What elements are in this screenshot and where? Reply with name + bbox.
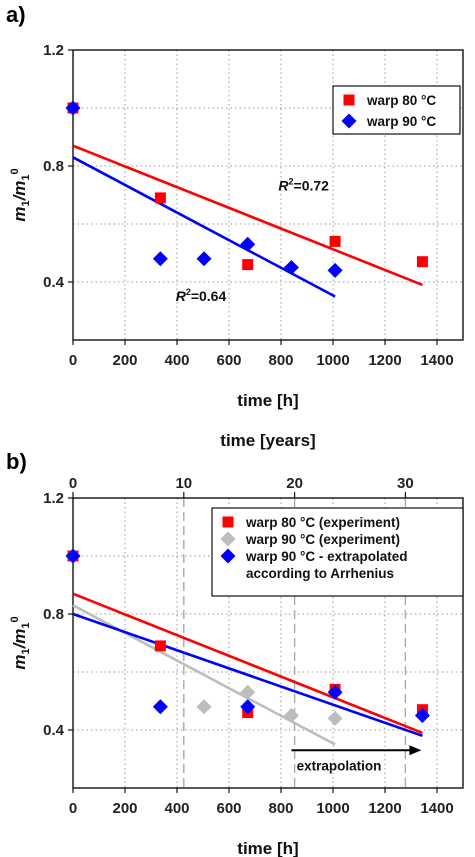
- legend-entry-continued: according to Arrhenius: [246, 566, 394, 581]
- x2-tick-label: 30: [397, 475, 414, 492]
- y-tick-label: 0.8: [43, 606, 64, 623]
- y-axis-title: m1/m10: [9, 168, 32, 221]
- legend-entry: warp 90 °C: [366, 114, 436, 129]
- data-point: [154, 640, 166, 652]
- panel-label: b): [6, 449, 27, 474]
- data-point: [283, 708, 299, 723]
- legend-entry: warp 80 °C: [366, 93, 436, 108]
- x-tick-label: 1000: [316, 352, 349, 369]
- x-tick-label: 600: [216, 800, 241, 817]
- r2-label: R2=0.72: [278, 177, 329, 194]
- x-tick-label: 1000: [316, 800, 349, 817]
- x-tick-label: 800: [268, 352, 293, 369]
- legend-marker: [341, 113, 357, 129]
- data-point: [196, 699, 212, 715]
- x-tick-label: 200: [112, 800, 137, 817]
- panel-b: b) 0 10 20 30 time [years] 0 200 400 600 800 1000 12…: [6, 431, 464, 857]
- y-axis-title: m1/m10: [9, 616, 32, 669]
- data-point: [240, 236, 256, 252]
- x-tick-label: 400: [164, 800, 189, 817]
- data-point: [240, 684, 256, 700]
- legend-marker: [222, 516, 234, 528]
- data-point: [65, 548, 81, 564]
- data-point: [327, 710, 343, 726]
- data-point: [414, 708, 430, 723]
- legend-entry: warp 90 °C (experiment): [245, 532, 400, 547]
- x-tick-label: 400: [164, 352, 189, 369]
- data-point: [242, 259, 254, 271]
- x-tick-label: 1400: [420, 800, 453, 817]
- x-axis-title: time [h]: [237, 839, 298, 857]
- data-point: [240, 699, 256, 715]
- data-point: [327, 684, 343, 700]
- x-tick-label: 200: [112, 352, 137, 369]
- r2-label: R2=0.64: [176, 287, 227, 304]
- legend: warp 80 °C (experiment) warp 90 °C (exper…: [211, 507, 464, 597]
- y-tick-label: 0.8: [43, 158, 64, 175]
- data-point: [152, 251, 168, 267]
- legend-marker: [343, 94, 355, 106]
- legend-marker: [220, 548, 236, 564]
- extrapolation-label: extrapolation: [297, 759, 382, 774]
- data-point: [152, 699, 168, 715]
- x-axis-title: time [h]: [237, 391, 298, 410]
- data-point: [154, 192, 166, 204]
- data-point: [416, 256, 428, 268]
- fit-line: [72, 612, 423, 738]
- y-tick-label: 1.2: [43, 490, 64, 507]
- data-point: [65, 100, 81, 116]
- x-tick-label: 800: [268, 800, 293, 817]
- y-tick-label: 0.4: [43, 274, 65, 291]
- x-tick-label: 1400: [420, 352, 453, 369]
- x-tick-label: 0: [69, 352, 77, 369]
- panel-a: a) 0 200 400 600 800 1000 1200 1400 0.4 0.8 1.2 time…: [6, 2, 464, 410]
- legend-marker: [220, 531, 236, 547]
- x-tick-label: 1200: [368, 800, 401, 817]
- x2-tick-label: 20: [286, 475, 303, 492]
- data-point: [327, 262, 343, 278]
- x2-tick-label: 10: [175, 475, 192, 492]
- legend-box: [211, 507, 464, 597]
- panel-label: a): [6, 2, 26, 27]
- data-point: [329, 235, 341, 247]
- legend-entry: warp 90 °C - extrapolated: [245, 549, 407, 564]
- x-tick-label: 0: [69, 800, 77, 817]
- legend-entry: warp 80 °C (experiment): [245, 515, 400, 530]
- x-tick-label: 600: [216, 352, 241, 369]
- x2-axis-title: time [years]: [220, 431, 315, 450]
- y-tick-label: 1.2: [43, 42, 64, 59]
- y-tick-label: 0.4: [43, 722, 65, 739]
- legend-box: [332, 85, 461, 135]
- x2-tick-label: 0: [69, 475, 77, 492]
- fit-line: [72, 604, 336, 746]
- data-point: [283, 260, 299, 275]
- fit-line: [72, 592, 423, 735]
- fit-line: [72, 144, 423, 287]
- x-tick-label: 1200: [368, 352, 401, 369]
- data-point: [196, 251, 212, 267]
- legend: warp 80 °C warp 90 °C: [332, 85, 461, 135]
- plot-area: [72, 49, 464, 341]
- plot-area: [72, 497, 464, 789]
- arrow-head: [409, 745, 422, 756]
